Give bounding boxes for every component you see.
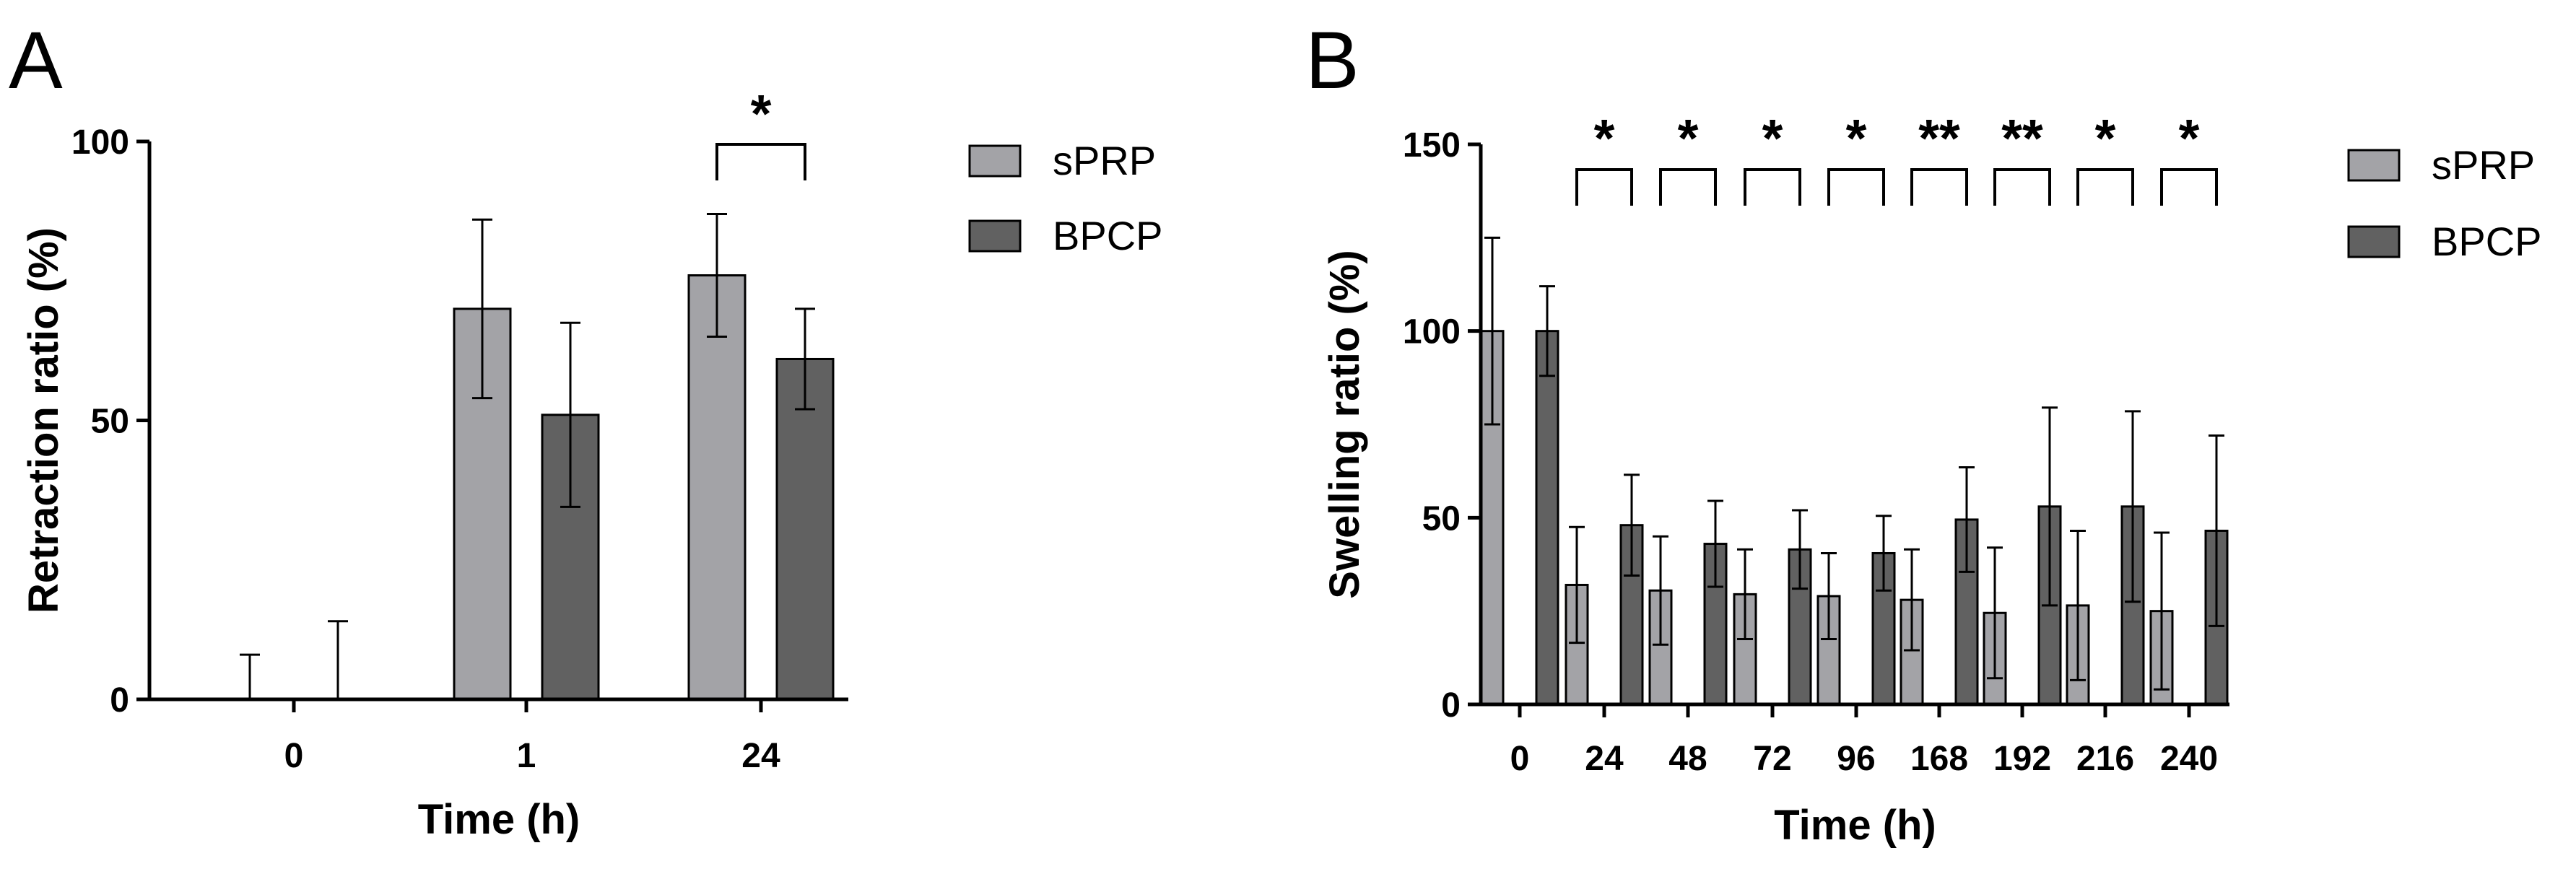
significance-marker-b-168: **: [1918, 108, 1960, 168]
chart-panel-b: B 0 50 100 150 0 24 48 72 96 168 192 216 240 Time (h)…: [1305, 15, 2542, 849]
bar-a-bpcp-24: [775, 357, 835, 701]
significance-marker-b-216: *: [2095, 108, 2116, 168]
significance-bracket-b-216: [2076, 168, 2134, 206]
y-tick-label-b-100: 100: [1403, 313, 1461, 351]
significance-bracket-a-24: [715, 143, 806, 180]
x-tick-label-b-0: 0: [1510, 740, 1530, 778]
bar-b-bpcp-0: [1535, 330, 1559, 706]
bar-b-bpcp-48: [1703, 543, 1728, 706]
significance-marker-b-240: *: [2179, 108, 2200, 168]
significance-bracket-b-192: [1993, 168, 2051, 206]
significance-bracket-b-72: [1744, 168, 1801, 206]
y-tick-label-a-100: 100: [71, 123, 129, 162]
x-tick-label-b-168: 168: [1910, 740, 1968, 778]
y-axis-title-b: Swelling ratio (%): [1321, 250, 1368, 598]
legend-label-b-bpcp: BPCP: [2432, 219, 2542, 264]
x-tick-label-b-72: 72: [1753, 740, 1791, 778]
significance-marker-b-192: **: [2001, 108, 2043, 168]
legend-swatch-a-sprp: [968, 144, 1022, 178]
legend-swatch-b-bpcp: [2347, 225, 2401, 258]
significance-bracket-b-240: [2160, 168, 2218, 206]
significance-marker-b-48: *: [1678, 108, 1699, 168]
y-tick-label-a-0: 0: [110, 681, 129, 720]
x-tick-label-b-216: 216: [2076, 740, 2134, 778]
x-tick-label-b-48: 48: [1668, 740, 1707, 778]
panel-label-b: B: [1305, 15, 1359, 105]
x-axis-title-a: Time (h): [418, 796, 580, 843]
significance-marker-a-24: *: [751, 84, 772, 144]
significance-bracket-b-168: [1910, 168, 1968, 206]
x-tick-label-b-192: 192: [1993, 740, 2051, 778]
x-tick-label-b-240: 240: [2160, 740, 2218, 778]
bar-a-sprp-24: [687, 274, 747, 701]
legend-label-a-sprp: sPRP: [1053, 138, 1156, 183]
y-axis-title-a: Retraction ratio (%): [20, 227, 67, 613]
panel-label-a: A: [9, 15, 63, 105]
significance-bracket-b-48: [1659, 168, 1717, 206]
x-tick-label-b-24: 24: [1585, 740, 1624, 778]
legend-label-b-sprp: sPRP: [2432, 142, 2535, 188]
x-tick-label-a-1: 1: [517, 737, 536, 775]
y-tick-label-b-50: 50: [1422, 499, 1461, 538]
x-tick-label-a-0: 0: [284, 737, 304, 775]
y-tick-label-b-150: 150: [1403, 126, 1461, 165]
x-tick-label-b-96: 96: [1837, 740, 1875, 778]
significance-bracket-b-24: [1575, 168, 1633, 206]
legend-swatch-a-bpcp: [968, 219, 1022, 253]
y-tick-label-b-0: 0: [1441, 686, 1461, 725]
chart-panel-a: A 0 50 100 0 1 24 Time (h) Retraction ratio (%)…: [9, 15, 1163, 843]
x-tick-label-a-24: 24: [741, 737, 780, 775]
y-tick-label-a-50: 50: [91, 403, 129, 441]
legend-label-a-bpcp: BPCP: [1053, 213, 1163, 258]
significance-marker-b-96: *: [1846, 108, 1867, 168]
significance-marker-b-72: *: [1762, 108, 1783, 168]
significance-marker-b-24: *: [1594, 108, 1615, 168]
legend-swatch-b-sprp: [2347, 149, 2401, 182]
significance-bracket-b-96: [1827, 168, 1885, 206]
x-axis-title-b: Time (h): [1774, 802, 1936, 849]
